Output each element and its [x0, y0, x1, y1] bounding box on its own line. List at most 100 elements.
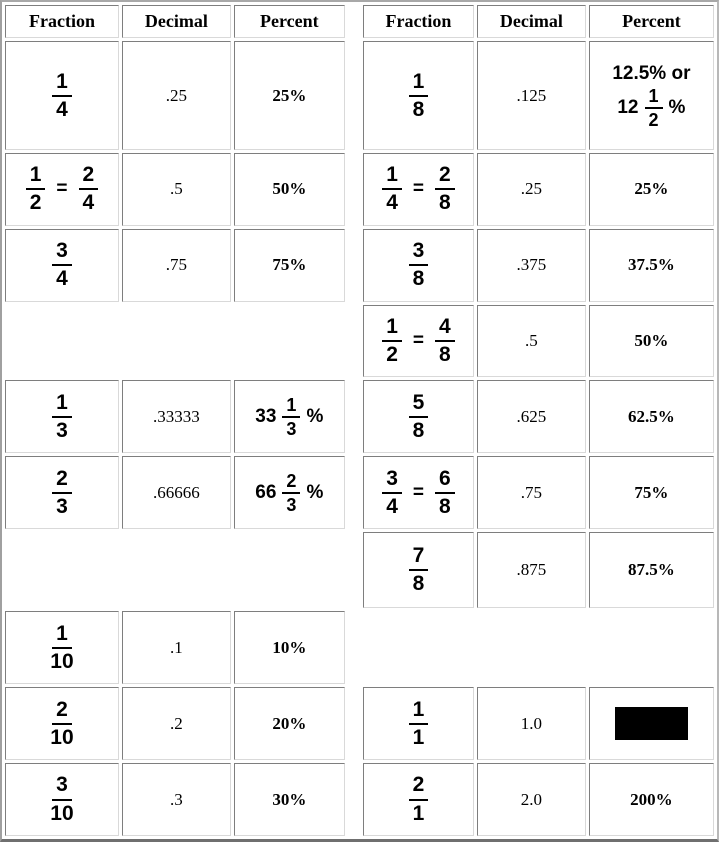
table-row: 2 3.66666 66 2 3% 3 4 = 6 8.75 75%: [5, 456, 714, 530]
fraction-numerator: 2: [435, 164, 455, 191]
fraction-numerator: 3: [52, 774, 72, 801]
percent-cell: 50%: [588, 304, 714, 378]
decimal-cell: .5: [476, 304, 586, 378]
decimal-cell: 1.0: [476, 687, 586, 761]
redaction-box: [614, 707, 688, 741]
percent-sign: %: [668, 96, 686, 118]
percent-cell: 200%: [588, 763, 714, 836]
percent-cell: 30%: [233, 763, 345, 836]
fraction-denominator: 3: [286, 418, 297, 439]
decimal-value: .25: [520, 179, 542, 199]
mixed-number: 66 2 3%: [236, 472, 343, 514]
decimal-cell: .75: [121, 228, 231, 302]
table-row: 1 2 = 4 8 .5 50%: [5, 304, 714, 378]
decimal-value: .66666: [153, 482, 200, 502]
column-spacer: [348, 41, 360, 149]
fraction-numerator: 3: [408, 240, 429, 267]
fraction-cell: 3 10: [5, 763, 119, 836]
empty-cell: [234, 305, 345, 378]
column-spacer: [348, 687, 360, 760]
fraction-denominator: 8: [412, 572, 425, 596]
decimal-value: .1: [170, 637, 183, 657]
decimal-value: .3: [170, 789, 183, 809]
column-header: Percent: [233, 5, 345, 39]
percent-sign: %: [306, 405, 324, 427]
column-spacer: [348, 532, 360, 608]
fraction-denominator: 8: [412, 97, 425, 121]
empty-cell: [5, 532, 119, 608]
column-header: Decimal: [476, 5, 586, 39]
fraction-denominator: 2: [29, 191, 42, 215]
decimal-cell: .625: [476, 380, 586, 454]
fraction-numerator: 7: [408, 545, 429, 572]
percent-cell: 50%: [233, 152, 345, 226]
fraction-denominator: 8: [439, 191, 451, 215]
table-row: 1 2 = 2 4.5 50% 1 4 = 2 8.25 25%: [5, 152, 714, 226]
fraction-denominator: 8: [412, 418, 425, 442]
percent-value: 200%: [630, 789, 673, 809]
fraction-numerator: 2: [408, 774, 429, 801]
column-header-label: Percent: [260, 11, 319, 32]
percent-value: 10%: [272, 637, 307, 657]
decimal-value: .25: [165, 85, 188, 105]
fraction-denominator: 10: [50, 649, 74, 673]
fraction: 2 10: [50, 698, 73, 749]
fraction-cell: 2 10: [5, 687, 119, 761]
decimal-cell: .66666: [121, 456, 231, 530]
fraction-numerator: 6: [435, 467, 455, 494]
empty-cell: [477, 611, 586, 684]
percent-value: 37.5%: [628, 255, 675, 275]
decimal-cell: .25: [121, 41, 231, 150]
fraction-numerator: 2: [52, 467, 72, 494]
column-header: Fraction: [5, 5, 119, 39]
decimal-value: .75: [165, 255, 188, 275]
fraction-numerator: 4: [435, 315, 455, 343]
fraction-denominator: 2: [386, 343, 398, 367]
fraction-group: 1 4 = 2 8: [365, 164, 472, 214]
percent-cell: 10%: [233, 611, 345, 685]
fraction-numerator: 3: [52, 240, 72, 267]
column-spacer: [348, 153, 360, 226]
percent-mixed-cell: 12.5% or 12 1 2%: [588, 41, 714, 150]
decimal-value: .875: [516, 560, 547, 580]
mixed-number: 33 1 3%: [236, 396, 343, 438]
empty-cell: [363, 611, 474, 684]
column-header-label: Fraction: [385, 11, 452, 32]
whole-number: 66: [255, 481, 277, 503]
fraction-cell: 1 4 = 2 8: [362, 152, 474, 226]
fraction-group: 3 10: [7, 774, 117, 824]
fraction-denominator: 1: [412, 801, 425, 825]
decimal-cell: .75: [476, 456, 586, 530]
percent-cell: 87.5%: [588, 532, 714, 609]
equals-sign: =: [412, 481, 424, 503]
empty-cell: [122, 532, 231, 608]
fraction: 3 10: [50, 774, 73, 824]
decimal-value: 1.0: [520, 713, 542, 733]
column-spacer: [348, 763, 360, 836]
percent-cell: 37.5%: [588, 228, 714, 302]
fraction-numerator: 1: [382, 164, 402, 191]
fraction-denominator: 8: [439, 494, 451, 518]
percent-cell: 25%: [233, 41, 345, 150]
fraction-denominator: 8: [412, 267, 425, 291]
decimal-cell: .33333: [121, 380, 231, 454]
decimal-cell: 2.0: [476, 763, 586, 836]
table-row: 2 10 .2 20% 1 1 1.0: [5, 687, 714, 761]
conversion-table-body: Fraction Decimal Percent Fraction Decimal Per…: [5, 5, 714, 836]
table-row: 1 10 .1 10%: [5, 611, 714, 685]
decimal-value: 2.0: [520, 789, 542, 809]
column-header: Percent: [588, 5, 714, 39]
